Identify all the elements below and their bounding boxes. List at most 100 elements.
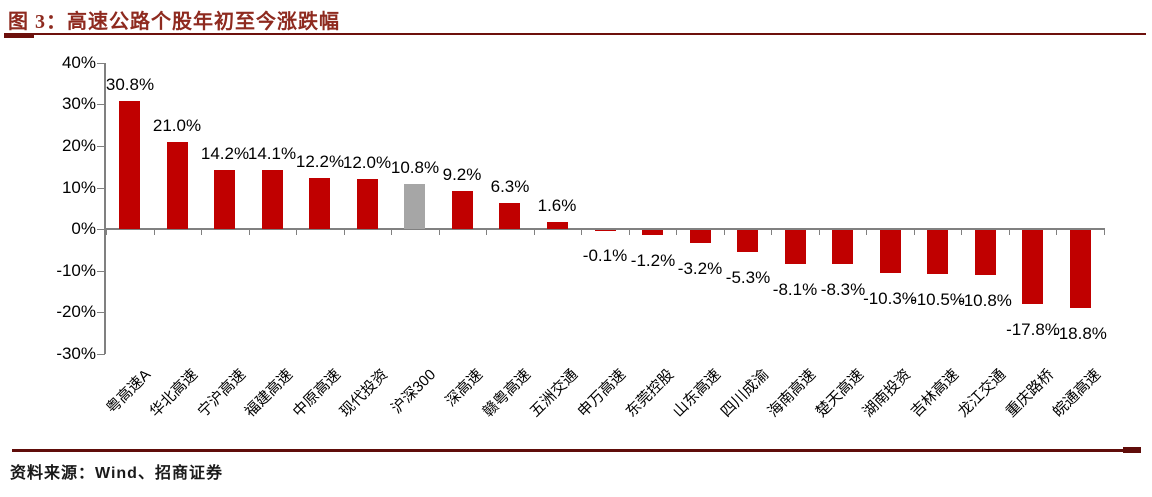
bar-value-label: -10.5% [911,290,965,309]
y-tick [97,146,105,147]
footer-rule-nub [1123,447,1141,453]
y-tick [97,271,105,272]
bar-value-label: -17.8% [1006,320,1060,339]
x-tick [249,229,250,235]
bar [975,230,996,275]
x-tick [866,229,867,235]
x-category-label: 东莞控股 [622,366,678,421]
y-tick [97,312,105,313]
bar [357,179,378,229]
x-category-label: 华北高速 [146,366,202,421]
bar [214,170,235,229]
x-category-label: 海南高速 [764,366,820,421]
bar [1070,230,1091,309]
x-tick [439,229,440,235]
bar-value-label: 30.8% [105,75,155,94]
y-tick [97,229,105,230]
x-tick [819,229,820,235]
bar [785,230,806,264]
bar-value-label: 10.8% [390,158,440,177]
bar-value-label: -18.8% [1053,324,1107,343]
y-axis-label: 40% [61,53,96,72]
x-category-label: 楚天高速 [812,366,868,421]
bar-value-label: 14.2% [200,144,250,163]
y-tick [97,104,105,105]
bar-value-label: 14.1% [247,144,297,163]
x-tick [961,229,962,235]
x-category-label: 粤高速A [103,366,155,418]
title-rule-accent [4,33,34,38]
y-tick [97,354,105,355]
bar [832,230,853,265]
x-tick [486,229,487,235]
bar-value-label: 9.2% [442,165,482,184]
x-tick [724,229,725,235]
x-tick [581,229,582,235]
x-category-label: 申万高速 [574,366,630,421]
x-category-label: 龙江交通 [954,366,1010,421]
x-tick [296,229,297,235]
source-note: 资料来源：Wind、招商证券 [10,465,223,482]
x-tick [344,229,345,235]
x-category-label: 赣粤高速 [479,366,535,421]
y-axis-label: 30% [61,94,96,113]
bar-value-label: 6.3% [490,177,530,196]
x-tick [391,229,392,235]
figure-title: 图 3：高速公路个股年初至今涨跌幅 [8,11,340,33]
y-axis-label: 10% [61,178,96,197]
bar-value-label: -1.2% [630,251,676,270]
x-tick [1009,229,1010,235]
bar [737,230,758,252]
zero-axis-line [104,228,1105,230]
bar-value-label: -10.3% [863,289,917,308]
x-category-label: 现代投资 [336,366,392,421]
bar-value-label: 12.2% [295,152,345,171]
bar-value-label: -3.2% [677,259,723,278]
x-tick [106,229,107,235]
y-tick [97,63,105,64]
bar [404,184,425,229]
x-tick [771,229,772,235]
bar-value-label: -0.1% [582,246,628,265]
bar-value-label: -5.3% [725,268,771,287]
x-category-label: 山东高速 [669,366,725,421]
bar-value-label: 21.0% [152,116,202,135]
title-rule-line [4,33,1146,35]
bar [167,141,188,229]
y-axis-label: -10% [56,261,96,280]
x-tick [914,229,915,235]
x-tick [1056,229,1057,235]
y-axis-label: -20% [56,302,96,321]
x-category-label: 宁沪高速 [194,366,250,421]
bar-value-label: 12.0% [342,153,392,172]
x-category-label: 皖通高速 [1049,366,1105,421]
x-tick [676,229,677,235]
x-tick [154,229,155,235]
x-category-label: 中原高速 [289,366,345,421]
x-category-label: 福建高速 [241,366,297,421]
y-axis-label: 20% [61,136,96,155]
bar [309,178,330,229]
x-category-label: 吉林高速 [907,366,963,421]
x-tick [629,229,630,235]
footer-rule-line [12,449,1140,452]
x-tick [534,229,535,235]
bar [595,230,616,231]
x-category-label: 湖南投资 [859,366,915,421]
y-axis-label: -30% [56,344,96,363]
bar [927,230,948,274]
bar-value-label: 1.6% [537,196,577,215]
bar [547,222,568,229]
x-category-label: 五洲交通 [526,366,582,421]
bar [1022,230,1043,304]
x-category-label: 沪深300 [388,366,440,418]
y-axis-line [104,63,106,354]
x-tick [201,229,202,235]
bar [642,230,663,235]
bar [499,202,520,229]
y-axis-label: 0% [71,219,96,238]
bar-value-label: -8.1% [772,280,818,299]
x-tick [1104,229,1105,235]
x-category-label: 四川成渝 [717,366,773,421]
